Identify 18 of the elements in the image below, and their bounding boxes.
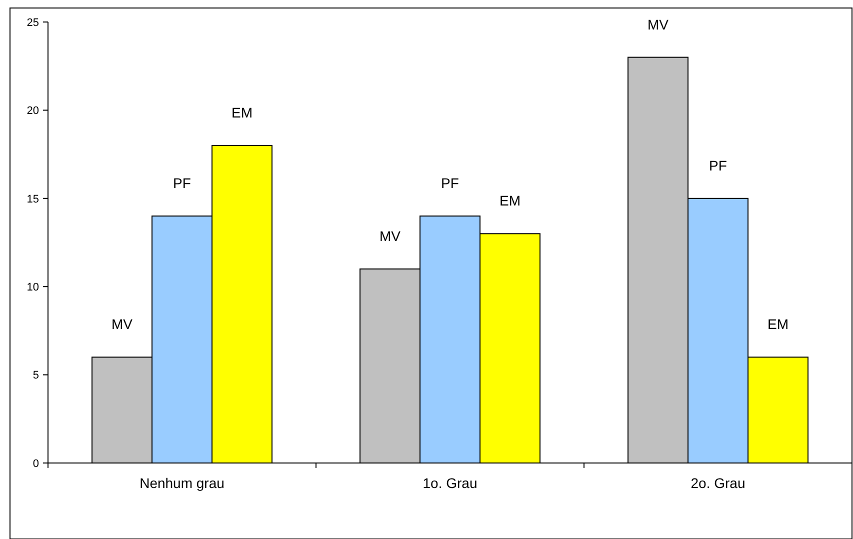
y-tick-label: 5 <box>32 370 39 382</box>
text: MV <box>648 16 668 32</box>
y-tick-label: 25 <box>26 16 39 29</box>
text: PF <box>709 157 727 174</box>
y-tick-label: 15 <box>26 193 39 206</box>
y-tick-label: 20 <box>26 105 39 118</box>
x-tick-label: 2o. Grau <box>690 475 746 491</box>
text: EM <box>768 316 788 332</box>
y-tick-label: 10 <box>26 281 39 294</box>
x-tick-label: Nenhum grau <box>140 475 224 491</box>
text: MV <box>112 316 132 332</box>
x-tick-label: 1o. Grau <box>422 475 478 491</box>
text: EM <box>500 192 520 209</box>
text: PF <box>441 175 459 192</box>
y-tick-label: 0 <box>32 458 39 470</box>
series-label: PF <box>173 175 191 192</box>
series-label: MV <box>380 228 402 244</box>
series-label: EM <box>232 104 252 120</box>
